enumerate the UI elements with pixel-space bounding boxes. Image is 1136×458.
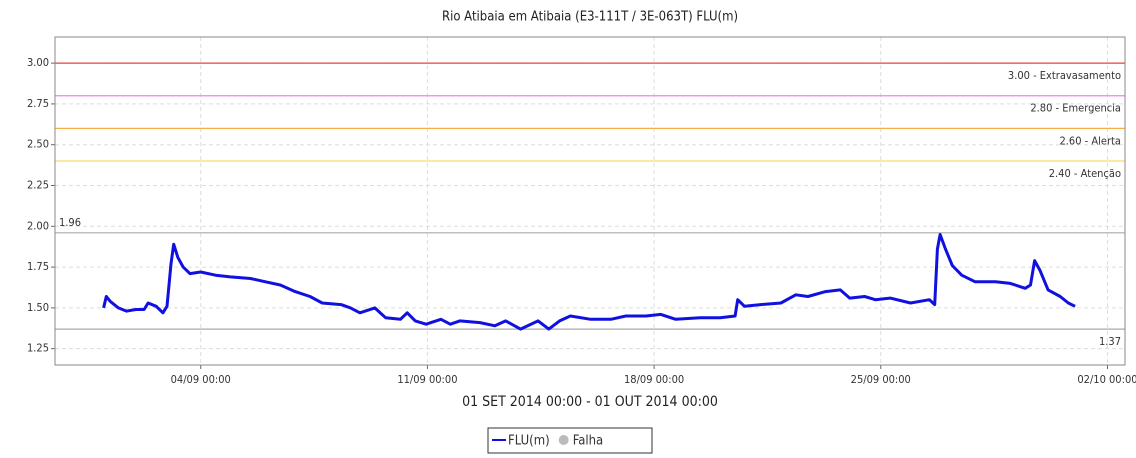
- legend-box: [487, 427, 653, 454]
- y-tick-label: 2.25: [27, 178, 49, 191]
- reference-label: 1.96: [59, 216, 81, 229]
- y-tick-label: 2.50: [27, 138, 49, 151]
- x-tick-label: 02/10 00:00: [1077, 373, 1136, 386]
- x-tick-label: 04/09 00:00: [171, 373, 231, 386]
- threshold-label: 3.00 - Extravasamento: [1008, 69, 1121, 82]
- plot-border: [54, 36, 1126, 366]
- y-tick-label: 1.75: [27, 260, 49, 273]
- threshold-label: 2.80 - Emergencia: [1030, 102, 1121, 115]
- x-tick-label: 11/09 00:00: [397, 373, 457, 386]
- legend-swatch: [558, 435, 569, 445]
- y-tick-label: 2.00: [27, 219, 49, 232]
- data-line: [102, 233, 1076, 331]
- y-tick-label: 2.75: [27, 97, 49, 110]
- y-tick-label: 1.50: [27, 301, 49, 314]
- x-tick-label: 18/09 00:00: [624, 373, 684, 386]
- x-tick-label: 25/09 00:00: [851, 373, 911, 386]
- legend-label: Falha: [573, 434, 604, 449]
- legend-label: FLU(m): [508, 434, 550, 449]
- x-axis-label: 01 SET 2014 00:00 - 01 OUT 2014 00:00: [462, 394, 718, 410]
- reference-label: 1.37: [1099, 335, 1121, 348]
- y-tick-label: 1.25: [27, 342, 49, 355]
- threshold-label: 2.60 - Alerta: [1060, 134, 1122, 147]
- y-tick-label: 3.00: [27, 56, 49, 69]
- threshold-label: 2.40 - Atenção: [1049, 167, 1121, 180]
- chart-title: Rio Atibaia em Atibaia (E3-111T / 3E-063…: [442, 10, 738, 25]
